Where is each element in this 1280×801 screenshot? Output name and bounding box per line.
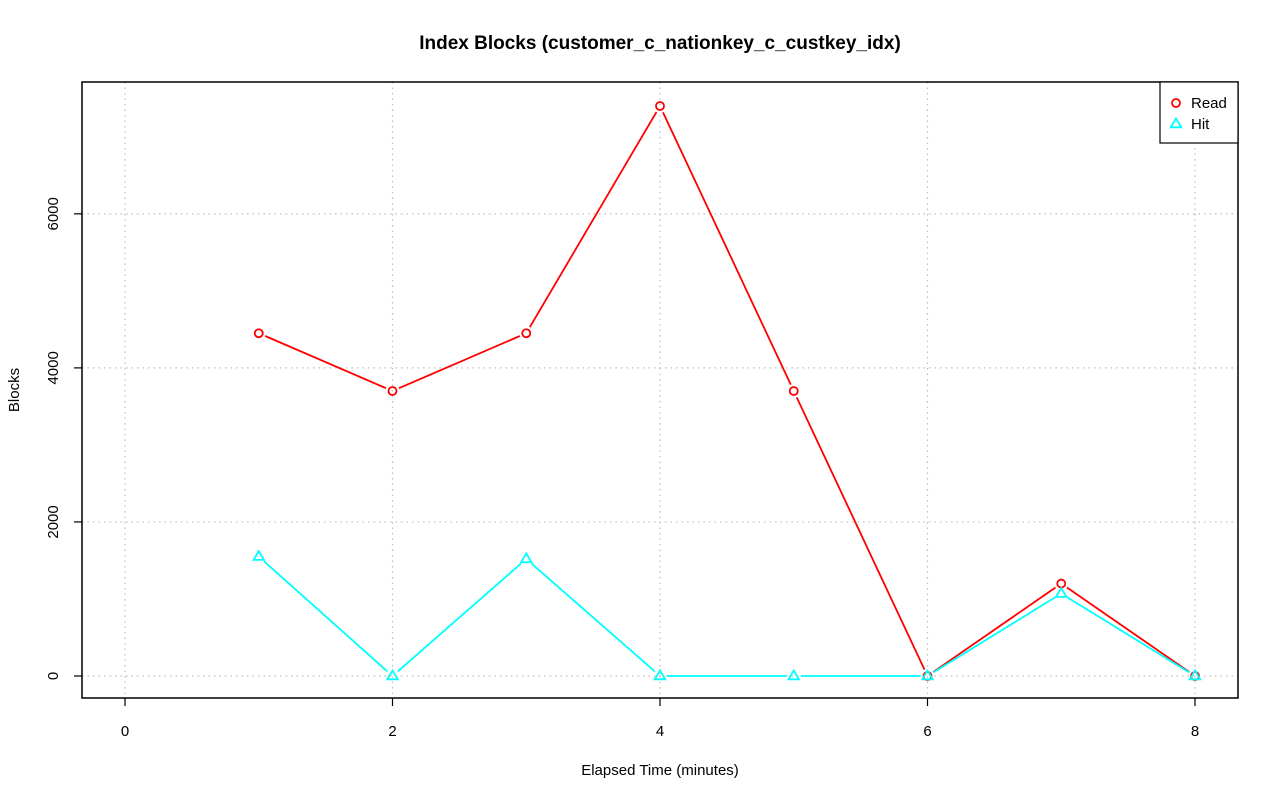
series-hit-segment [397,562,522,673]
series-hit-segment [932,596,1056,674]
series-read-segment [1066,586,1190,673]
series-layer [251,101,1202,681]
series-hit-point [1054,586,1069,598]
x-tick-label: 4 [656,723,664,740]
series-read-point [521,328,532,339]
x-tick-label: 6 [923,723,931,740]
series-hit-point [519,551,534,564]
legend-hit-label: Hit [1191,116,1210,133]
series-read-segment [398,335,521,390]
y-tick-label: 0 [45,672,62,680]
legend-box [1159,81,1239,144]
series-read [253,101,1200,681]
legend-hit-marker [1169,116,1183,129]
x-tick-label: 8 [1191,723,1199,740]
series-hit-segment [530,562,656,673]
series-hit-segment [1066,596,1190,674]
series-hit-point [1188,668,1202,681]
series-hit-point [385,668,400,681]
x-axis: 0 2 4 6 8 [121,698,1199,740]
series-hit-point [251,549,266,561]
series-read-point [788,386,799,396]
series-hit-point [786,668,801,681]
x-tick-label: 0 [121,723,129,740]
series-read-segment [529,111,658,328]
series-hit-point [653,668,667,681]
y-tick-label: 6000 [45,197,62,230]
series-read-segment [932,586,1057,673]
y-axis-label: Blocks [6,368,23,412]
legend: Read Hit [1159,81,1239,144]
series-read-point [655,101,665,111]
series-read-segment [795,396,926,671]
series-read-segment [264,335,387,390]
series-read-point [387,386,398,396]
series-hit-point [920,668,935,681]
series-hit [251,549,1202,681]
chart-title: Index Blocks (customer_c_nationkey_c_cus… [419,33,901,54]
y-axis: 0 2000 4000 6000 [45,197,82,680]
series-read-point [253,328,264,339]
y-tick-label: 4000 [45,351,62,384]
y-tick-label: 2000 [45,505,62,538]
series-read-segment [662,111,792,386]
legend-read-marker [1171,98,1181,108]
series-hit-segment [263,560,388,673]
legend-read-label: Read [1191,95,1227,112]
x-tick-label: 2 [388,723,396,740]
x-axis-label: Elapsed Time (minutes) [581,762,739,779]
grid [82,82,1238,698]
